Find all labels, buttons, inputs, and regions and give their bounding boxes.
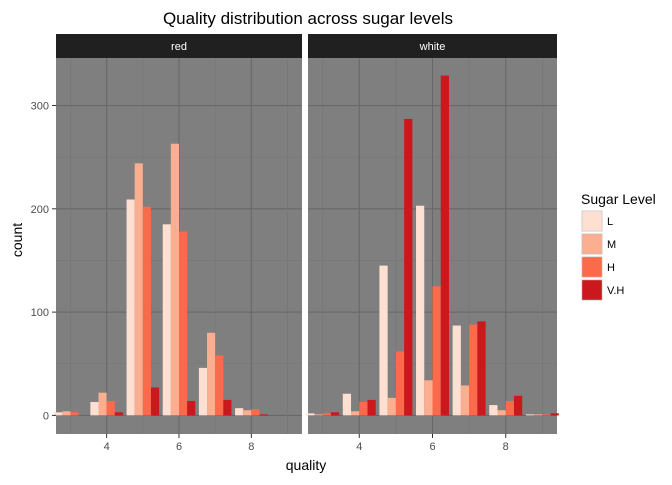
facet-panels: red 4 6 8 0 100 200 300 white 4 6 8 (31, 34, 559, 453)
facet-strip (308, 34, 557, 58)
bar-white-V.H-8 (513, 395, 523, 416)
bar-red-M-4 (98, 392, 107, 416)
bar-red-H-3 (70, 412, 79, 416)
bar-white-V.H-4 (367, 399, 376, 416)
bar-red-L-6 (162, 224, 171, 416)
legend-label-L: L (607, 216, 613, 228)
bar-red-V.H-7 (223, 399, 232, 416)
y-tick-label: 200 (31, 204, 49, 216)
bar-red-M-8 (243, 410, 252, 416)
bar-white-M-3 (314, 414, 323, 416)
bar-white-V.H-3 (330, 412, 340, 416)
bar-white-H-4 (359, 401, 368, 416)
bar-white-M-5 (387, 397, 396, 416)
panel-white: white 4 6 8 (306, 34, 559, 453)
facet-strip (56, 34, 302, 58)
bar-white-L-6 (416, 205, 425, 416)
legend-title: Sugar Level (581, 191, 656, 207)
bar-red-M-3 (62, 411, 71, 416)
panel-red: red 4 6 8 0 100 200 300 (31, 34, 302, 453)
bar-white-V.H-7 (477, 321, 486, 416)
bar-white-L-8 (489, 405, 498, 416)
bar-red-H-8 (251, 409, 260, 416)
bar-red-M-7 (207, 332, 216, 416)
facet-label: red (171, 41, 187, 53)
legend-label-M: M (607, 239, 616, 251)
bar-red-V.H-5 (150, 387, 160, 416)
bar-white-M-8 (497, 410, 506, 416)
bar-red-L-5 (126, 199, 135, 416)
legend-swatch-H (581, 256, 603, 278)
bar-white-L-3 (306, 413, 315, 416)
y-axis-label: count (9, 223, 25, 257)
x-tick-label: 4 (104, 441, 110, 453)
bar-red-M-5 (134, 163, 143, 416)
x-tick-label: 6 (176, 441, 182, 453)
bar-red-H-4 (106, 400, 115, 416)
bar-white-H-8 (505, 400, 514, 416)
bar-red-V.H-4 (114, 412, 123, 416)
bar-red-L-8 (235, 408, 244, 416)
legend-label-H: H (607, 262, 615, 274)
x-tick-label: 8 (503, 441, 509, 453)
bar-white-L-9 (525, 414, 535, 416)
bar-white-H-6 (432, 286, 441, 416)
legend-label-V.H: V.H (607, 285, 624, 297)
bar-white-M-9 (534, 414, 543, 416)
bar-red-H-6 (179, 231, 188, 416)
bar-white-H-5 (395, 351, 405, 416)
bar-white-M-6 (424, 380, 433, 416)
legend-swatch-V.H (581, 279, 603, 301)
facet-label: white (419, 41, 446, 53)
y-tick-label: 300 (31, 101, 49, 113)
bar-white-V.H-6 (440, 75, 449, 416)
bar-white-V.H-9 (550, 413, 559, 416)
bar-red-L-3 (54, 412, 63, 416)
bar-white-H-7 (469, 324, 478, 416)
bar-white-H-9 (542, 414, 551, 416)
x-tick-label: 4 (356, 441, 362, 453)
y-tick-label: 0 (43, 410, 49, 422)
legend-swatch-M (581, 233, 603, 255)
x-tick-label: 6 (429, 441, 435, 453)
bar-red-V.H-8 (259, 414, 268, 416)
bar-red-V.H-6 (187, 400, 196, 416)
x-axis-label: quality (286, 457, 326, 473)
bar-white-V.H-5 (404, 118, 413, 416)
bar-red-H-7 (215, 355, 224, 416)
y-tick-label: 100 (31, 307, 49, 319)
legend: Sugar Level LMH V.H (581, 191, 656, 301)
x-tick-label: 8 (248, 441, 254, 453)
chart-title: Quality distribution across sugar levels (163, 9, 453, 28)
bar-red-L-7 (198, 367, 208, 416)
bar-white-L-7 (452, 325, 461, 416)
bar-white-M-7 (460, 385, 470, 416)
bar-red-M-6 (170, 143, 179, 416)
bar-white-H-3 (322, 413, 331, 416)
bar-white-M-4 (351, 411, 360, 416)
legend-swatch-L (581, 210, 603, 232)
bar-red-L-4 (90, 401, 99, 416)
bar-white-L-5 (379, 265, 388, 416)
bar-white-L-4 (342, 393, 352, 416)
bar-red-H-5 (142, 206, 151, 416)
